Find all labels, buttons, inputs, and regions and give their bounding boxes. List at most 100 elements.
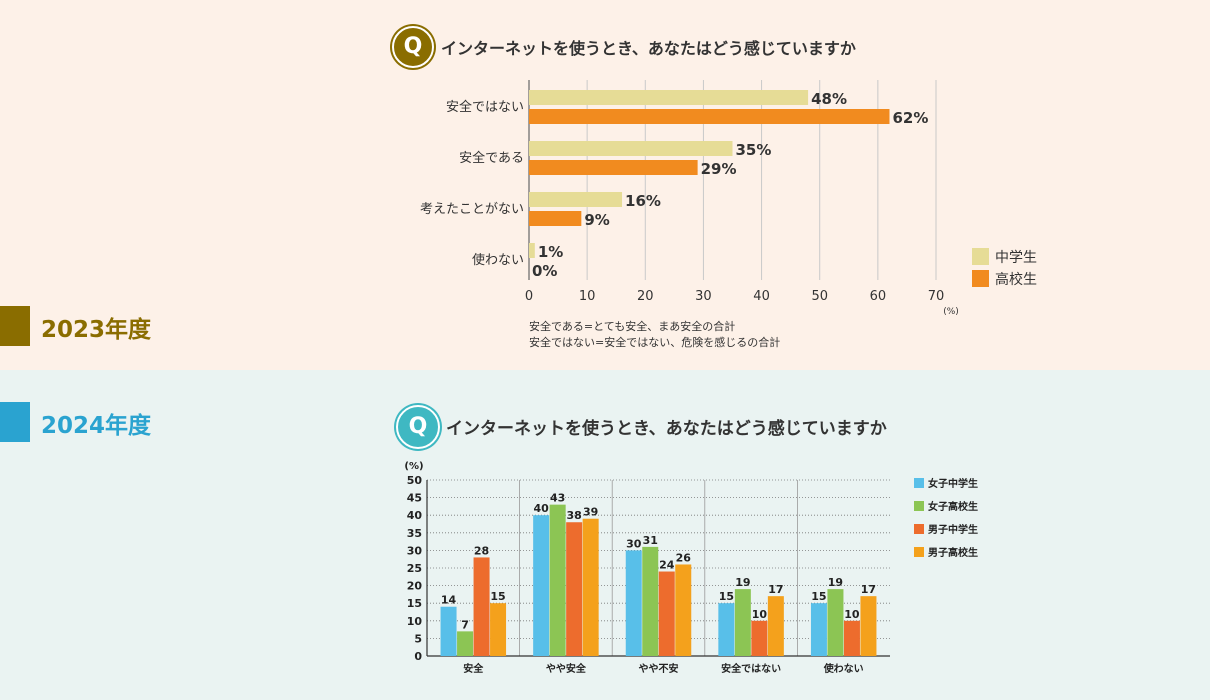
y-tick-label: 0 <box>414 650 422 663</box>
note-line-1: 安全である=とても安全、まあ安全の合計 <box>529 320 736 333</box>
unit-label: (%) <box>404 461 423 472</box>
legend-swatch <box>914 478 924 488</box>
year-label-2024: 2024年度 <box>41 413 152 439</box>
bar <box>751 620 768 656</box>
y-tick-label: 45 <box>407 492 422 505</box>
bar <box>440 606 457 656</box>
bar <box>566 522 583 656</box>
bar <box>734 589 751 656</box>
bar <box>457 631 474 656</box>
data-label: 35% <box>736 141 772 159</box>
bar <box>529 192 623 207</box>
data-label: 62% <box>892 109 928 127</box>
category-label: 安全ではない <box>446 99 524 115</box>
x-tick-label: 60 <box>870 289 887 304</box>
category-label: 使わない <box>472 252 524 268</box>
legend-swatch <box>914 547 924 557</box>
data-label: 19 <box>828 576 843 589</box>
x-tick-label: 10 <box>579 289 596 304</box>
bar <box>473 557 490 656</box>
legend-label: 女子高校生 <box>928 500 978 513</box>
y-tick-label: 15 <box>407 597 422 610</box>
category-label: やや不安 <box>639 662 679 675</box>
legend-swatch <box>972 248 989 265</box>
bar <box>529 109 890 124</box>
data-label: 38 <box>566 509 581 522</box>
bar <box>549 504 566 656</box>
legend-swatch <box>914 501 924 511</box>
bar <box>529 160 698 175</box>
data-label: 10 <box>752 608 768 621</box>
legend-swatch <box>914 524 924 534</box>
x-tick-label: 40 <box>753 289 770 304</box>
bar <box>533 515 550 656</box>
data-label: 30 <box>626 537 642 550</box>
data-label: 15 <box>719 590 734 603</box>
bar <box>582 518 599 656</box>
data-label: 17 <box>861 583 876 596</box>
data-label: 24 <box>659 559 675 572</box>
data-label: 7 <box>461 618 469 631</box>
bar <box>625 550 642 656</box>
x-tick-label: 50 <box>811 289 828 304</box>
bar <box>675 564 692 656</box>
bar <box>642 546 659 656</box>
category-label: 安全 <box>463 662 484 675</box>
data-label: 16% <box>625 192 661 210</box>
legend-label: 男子高校生 <box>928 546 978 559</box>
question-title-2024: インターネットを使うとき、あなたはどう感じていますか <box>446 419 887 439</box>
data-label: 28 <box>474 544 489 557</box>
data-label: 29% <box>701 160 737 178</box>
category-label: 安全である <box>459 150 524 166</box>
section-2023 <box>0 0 1210 370</box>
data-label: 26 <box>676 551 692 564</box>
year-marker-2023 <box>0 306 30 346</box>
data-label: 15 <box>490 590 505 603</box>
legend-label: 中学生 <box>995 250 1037 266</box>
bar <box>658 571 675 656</box>
data-label: 40 <box>533 502 549 515</box>
data-label: 48% <box>811 90 847 108</box>
data-label: 17 <box>768 583 783 596</box>
y-tick-label: 25 <box>407 562 422 575</box>
data-label: 31 <box>643 534 658 547</box>
bar <box>529 90 809 105</box>
legend-label: 女子中学生 <box>928 477 978 490</box>
data-label: 39 <box>583 506 598 519</box>
bar <box>718 603 735 656</box>
data-label: 15 <box>811 590 826 603</box>
y-tick-label: 5 <box>414 632 422 645</box>
y-tick-label: 20 <box>407 580 423 593</box>
question-badge-2023: Q <box>392 26 434 68</box>
bar <box>843 620 860 656</box>
bar <box>810 603 827 656</box>
note-line-2: 安全ではない=安全ではない、危険を感じるの合計 <box>529 336 781 349</box>
bar <box>490 603 507 656</box>
year-label-2023: 2023年度 <box>41 317 152 343</box>
bar <box>529 141 733 156</box>
y-tick-label: 10 <box>407 615 423 628</box>
y-tick-label: 40 <box>407 509 423 522</box>
data-label: 14 <box>441 594 457 607</box>
section-2024 <box>0 370 1210 700</box>
y-tick-label: 50 <box>407 474 423 487</box>
x-tick-label: 30 <box>695 289 712 304</box>
category-label: 安全ではない <box>721 662 781 675</box>
legend-label: 高校生 <box>995 271 1037 288</box>
bar <box>529 243 535 258</box>
category-label: 考えたことがない <box>420 202 524 217</box>
year-marker-2024 <box>0 402 30 442</box>
bar <box>827 589 844 656</box>
bar <box>529 211 582 226</box>
data-label: 9% <box>584 211 609 229</box>
legend-swatch <box>972 270 989 287</box>
category-label: 使わない <box>823 662 864 675</box>
data-label: 0% <box>532 262 557 280</box>
chart-notes-2023: 安全である=とても安全、まあ安全の合計 安全ではない=安全ではない、危険を感じる… <box>529 319 780 351</box>
question-badge-2024: Q <box>396 405 440 449</box>
data-label: 19 <box>735 576 750 589</box>
bar <box>860 596 877 656</box>
legend-label: 男子中学生 <box>928 523 978 536</box>
x-tick-label: 0 <box>525 289 533 304</box>
